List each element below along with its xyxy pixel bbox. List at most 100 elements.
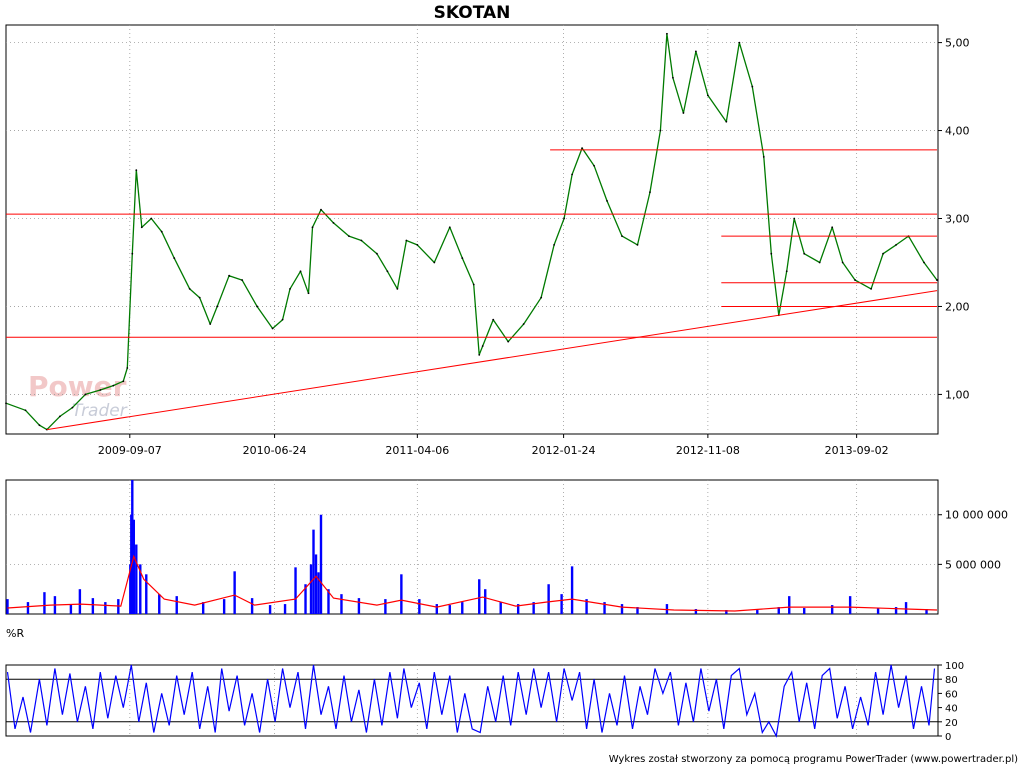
volume-bar xyxy=(418,599,421,614)
price-point xyxy=(481,345,484,347)
volume-average-line xyxy=(7,554,938,612)
volume-bar xyxy=(925,609,928,614)
volume-bar xyxy=(725,610,728,614)
volume-bar xyxy=(139,564,142,614)
volume-bar xyxy=(904,602,908,614)
price-point xyxy=(818,261,821,264)
price-point xyxy=(606,200,608,202)
x-tick-label: 2012-11-08 xyxy=(676,444,740,457)
price-point xyxy=(59,415,61,418)
price-point xyxy=(682,112,685,114)
price-point xyxy=(725,120,728,123)
price-point xyxy=(307,292,310,295)
price-point xyxy=(24,409,27,412)
price-point xyxy=(563,217,566,220)
price-point xyxy=(386,270,389,273)
price-point xyxy=(112,384,115,387)
price-point xyxy=(311,226,314,229)
volume-bar xyxy=(478,579,481,614)
price-point xyxy=(376,252,378,255)
volume-bar xyxy=(145,574,148,614)
price-point xyxy=(936,279,938,281)
price-point xyxy=(241,279,244,281)
price-point xyxy=(188,287,191,290)
price-point xyxy=(770,252,773,255)
y-tick-label: 2,00 xyxy=(945,300,970,313)
price-point xyxy=(581,147,583,150)
volume-bar xyxy=(158,594,161,614)
volume-bar xyxy=(283,604,287,614)
volume-bar xyxy=(222,599,226,614)
price-point xyxy=(299,270,302,273)
price-point xyxy=(706,94,709,97)
price-point xyxy=(751,85,754,88)
volume-bar xyxy=(570,566,574,614)
indicator-title: %R xyxy=(6,627,24,640)
price-point xyxy=(831,226,834,229)
volume-panel: 5 000 000 10 000 000 xyxy=(5,479,1008,615)
volume-bar xyxy=(848,596,852,614)
volume-bar xyxy=(132,519,135,614)
price-point xyxy=(198,296,201,299)
price-point xyxy=(882,252,884,255)
volume-bar xyxy=(777,607,780,614)
price-point xyxy=(478,353,481,356)
price-point xyxy=(256,305,258,308)
volume-bar xyxy=(314,554,318,614)
price-point xyxy=(38,424,41,427)
price-point xyxy=(870,287,873,290)
footer-credit: Wykres został stworzony za pomocą progra… xyxy=(609,754,1018,765)
y-tick-label: 3,00 xyxy=(945,213,970,226)
price-point xyxy=(841,261,844,264)
volume-bar xyxy=(91,598,95,614)
volume-bar xyxy=(876,608,880,614)
price-point xyxy=(461,257,464,259)
volume-bar xyxy=(461,602,464,614)
price-point xyxy=(593,164,595,167)
y-tick-label: 100 xyxy=(945,661,964,672)
y-tick-label: 40 xyxy=(945,704,958,715)
volume-bar xyxy=(135,544,138,614)
price-point xyxy=(553,243,556,246)
price-point xyxy=(84,393,87,396)
volume-bar xyxy=(6,599,9,614)
price-point xyxy=(396,287,399,290)
y-tick-label: 5,00 xyxy=(945,37,970,50)
volume-bar xyxy=(400,574,403,614)
volume-bar xyxy=(201,602,205,614)
price-point xyxy=(854,279,857,281)
volume-bar xyxy=(694,609,698,614)
price-point xyxy=(271,327,274,330)
price-point xyxy=(99,389,102,391)
price-point xyxy=(135,169,138,172)
panel-frame xyxy=(5,664,939,737)
volume-bar xyxy=(69,604,73,614)
volume-bar xyxy=(448,605,451,614)
x-tick-label: 2009-09-07 xyxy=(98,444,162,457)
volume-bar xyxy=(78,589,82,614)
volume-bar xyxy=(294,567,297,614)
volume-bar xyxy=(560,594,563,614)
price-point xyxy=(793,217,796,220)
price-point xyxy=(131,252,134,255)
y-tick-label: 1,00 xyxy=(945,388,970,401)
x-tick-label: 2011-04-06 xyxy=(385,444,449,457)
volume-bar xyxy=(319,514,323,614)
price-point xyxy=(126,367,129,369)
price-point xyxy=(448,226,451,229)
price-point xyxy=(289,287,291,290)
volume-bar xyxy=(636,607,639,614)
volume-bar xyxy=(327,589,330,614)
volume-bar xyxy=(131,480,134,614)
price-point xyxy=(923,261,925,264)
price-point xyxy=(122,380,125,383)
price-point xyxy=(659,129,662,132)
price-point xyxy=(666,32,668,35)
price-point xyxy=(405,239,408,242)
williams-r-line xyxy=(6,664,936,738)
support-resistance-line xyxy=(46,290,938,431)
chart-title: SKOTAN xyxy=(434,3,511,23)
volume-bar xyxy=(43,592,46,614)
price-point xyxy=(160,230,163,233)
